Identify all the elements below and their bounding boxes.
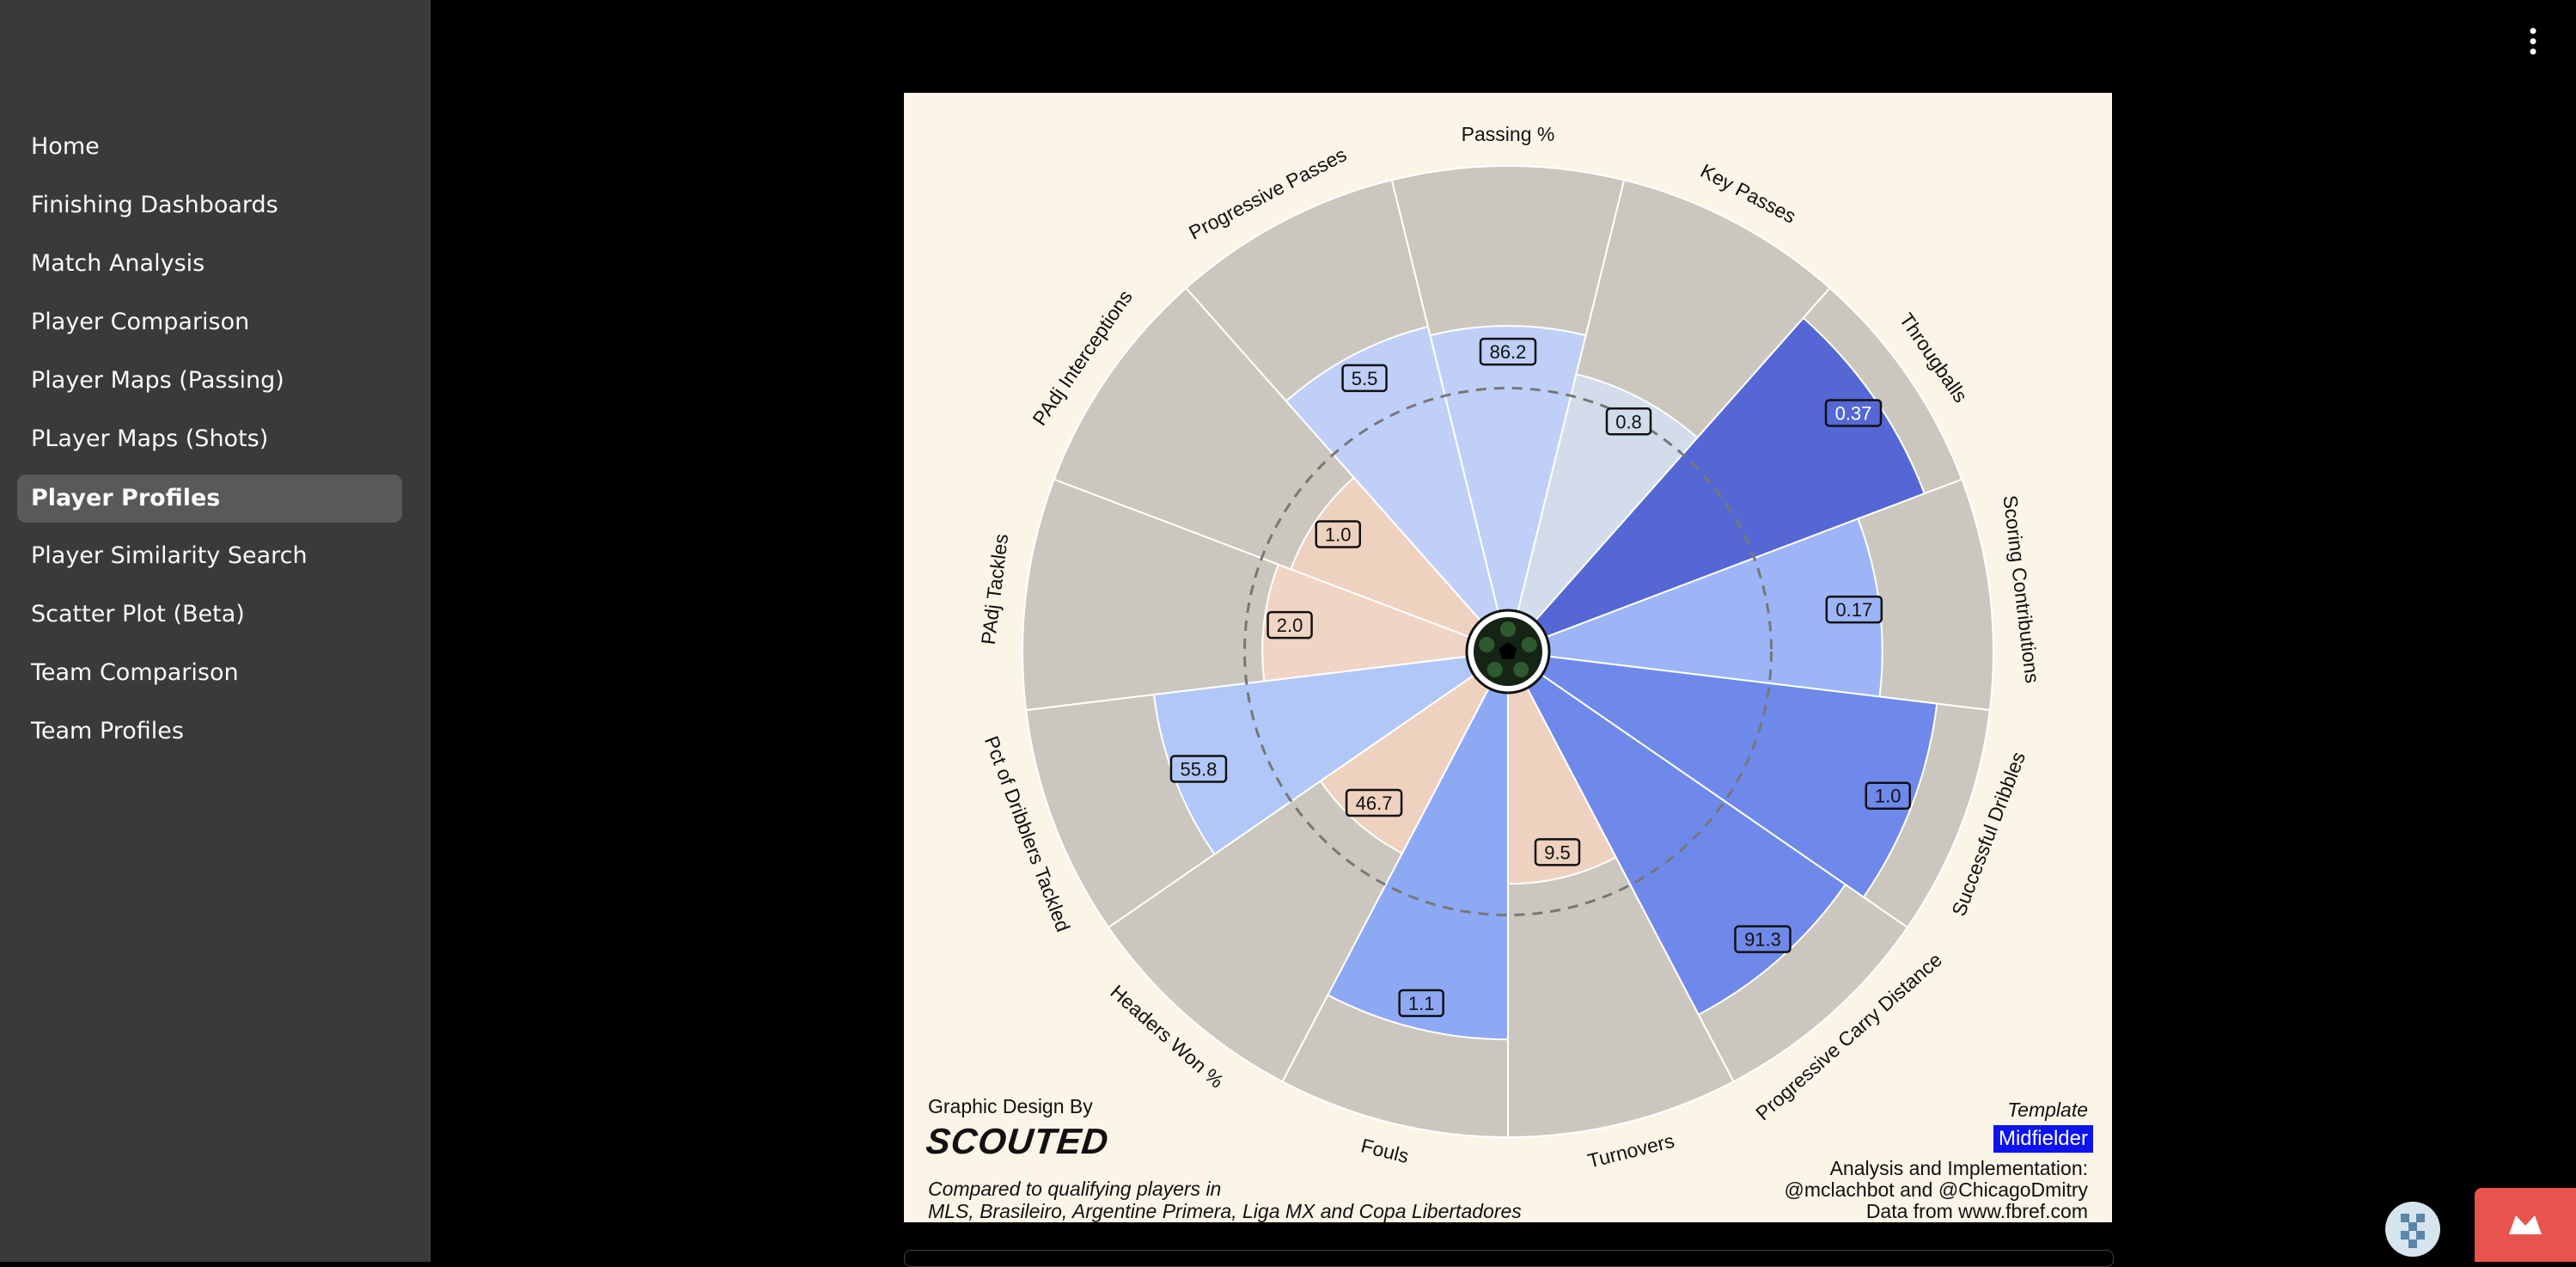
- sidebar-item-player-maps-passing[interactable]: Player Maps (Passing): [31, 367, 284, 394]
- streamlit-badge[interactable]: [2475, 1188, 2576, 1262]
- data-source: Data from www.fbref.com: [1865, 1200, 2088, 1222]
- sidebar-item-player-comparison[interactable]: Player Comparison: [31, 309, 250, 335]
- value-label-pct-of-dribblers-tackled: 55.8: [1169, 755, 1228, 783]
- value-label-progressive-carry-distance: 91.3: [1734, 925, 1792, 953]
- pizza-chart-card: 86.2 Passing % 0.8 Key Passes 0.37 Througball…: [904, 93, 2112, 1222]
- scouted-logo: SCOUTED: [924, 1121, 1111, 1161]
- sidebar-item-home[interactable]: Home: [31, 133, 100, 160]
- svg-text:0.37: 0.37: [1835, 403, 1872, 425]
- sidebar-item-scatter-plot-beta[interactable]: Scatter Plot (Beta): [31, 601, 245, 627]
- analysis-credit-line1: Analysis and Implementation:: [1829, 1157, 2088, 1179]
- soccer-ball-icon: [1465, 609, 1551, 695]
- value-label-padj-tackles: 2.0: [1267, 610, 1313, 640]
- value-label-fouls: 1.1: [1398, 989, 1444, 1018]
- sidebar-item-finishing-dashboards[interactable]: Finishing Dashboards: [31, 192, 278, 218]
- value-label-scoring-contributions: 0.17: [1825, 595, 1883, 624]
- comparison-note-line1: Compared to qualifying players in: [928, 1178, 1222, 1200]
- metric-label-turnovers: Turnovers: [1585, 1129, 1676, 1172]
- svg-text:46.7: 46.7: [1356, 793, 1393, 814]
- sidebar: Home Finishing Dashboards Match Analysis Pl…: [0, 0, 430, 1262]
- value-label-turnovers: 9.5: [1534, 838, 1581, 866]
- sidebar-item-team-profiles[interactable]: Team Profiles: [31, 718, 184, 744]
- position-badge: Midfielder: [1993, 1125, 2093, 1153]
- design-credit-label: Graphic Design By: [928, 1095, 1093, 1117]
- svg-text:9.5: 9.5: [1544, 842, 1571, 863]
- metric-label-passing: Passing %: [1462, 123, 1555, 145]
- value-label-key-passes: 0.8: [1605, 407, 1652, 436]
- sidebar-item-player-maps-shots[interactable]: PLayer Maps (Shots): [31, 425, 269, 452]
- svg-text:1.0: 1.0: [1325, 523, 1352, 545]
- sidebar-item-team-comparison[interactable]: Team Comparison: [31, 659, 239, 686]
- user-avatar[interactable]: [2385, 1202, 2440, 1257]
- avatar-icon: [2401, 1214, 2425, 1248]
- value-label-througballs: 0.37: [1824, 399, 1883, 427]
- value-label-progressive-passes: 5.5: [1341, 364, 1388, 393]
- template-label: Template: [2007, 1099, 2088, 1121]
- sidebar-item-player-profiles[interactable]: Player Profiles: [17, 474, 402, 523]
- svg-text:2.0: 2.0: [1277, 615, 1303, 636]
- value-label-passing: 86.2: [1479, 337, 1537, 366]
- comparison-note-line2: MLS, Brasileiro, Argentine Primera, Liga…: [928, 1200, 1522, 1222]
- value-label-successful-dribbles: 1.0: [1865, 781, 1911, 810]
- svg-text:1.1: 1.1: [1408, 993, 1435, 1014]
- sidebar-item-match-analysis[interactable]: Match Analysis: [31, 250, 205, 277]
- metric-label-fouls: Fouls: [1358, 1134, 1411, 1167]
- svg-text:91.3: 91.3: [1744, 929, 1781, 951]
- svg-text:86.2: 86.2: [1490, 341, 1527, 363]
- svg-text:5.5: 5.5: [1352, 368, 1378, 389]
- value-label-headers-won: 46.7: [1345, 788, 1403, 817]
- svg-text:0.8: 0.8: [1615, 411, 1642, 432]
- reference-circle: [1243, 387, 1773, 916]
- svg-text:1.0: 1.0: [1875, 786, 1901, 807]
- metric-label-padj-tackles: PAdj Tackles: [977, 533, 1012, 646]
- sidebar-item-player-similarity-search[interactable]: Player Similarity Search: [31, 542, 308, 569]
- value-label-padj-interceptions: 1.0: [1315, 520, 1361, 548]
- menu-icon[interactable]: [2518, 26, 2549, 57]
- svg-text:55.8: 55.8: [1181, 759, 1218, 780]
- crown-icon: [2509, 1215, 2542, 1234]
- svg-text:0.17: 0.17: [1835, 599, 1872, 621]
- metric-label-scoring-contributions: Scoring Contributions: [1999, 494, 2043, 684]
- next-card-edge: [904, 1250, 2114, 1267]
- analysis-credit-line2: @mclachbot and @ChicagoDmitry: [1784, 1178, 2089, 1201]
